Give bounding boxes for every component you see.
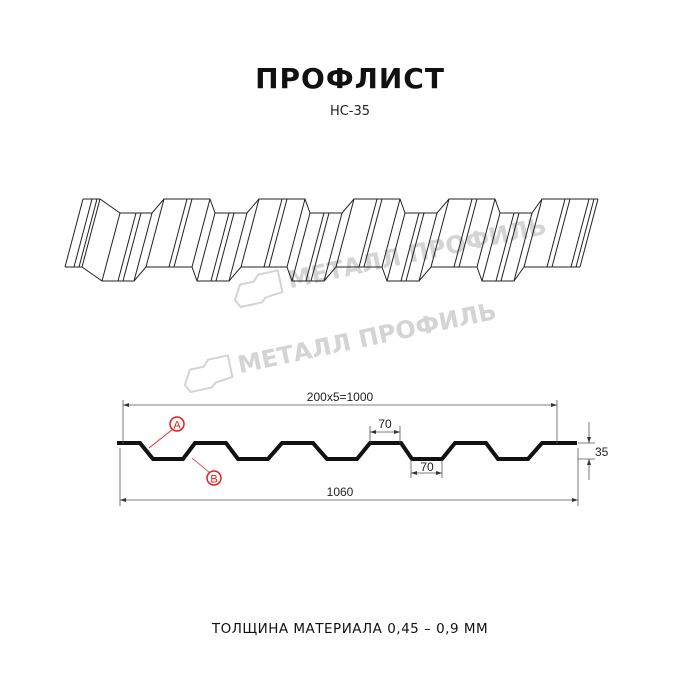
sheet-rib-line — [210, 212, 230, 282]
sheet-fold-line — [481, 212, 501, 282]
marker-a: A — [148, 416, 185, 449]
section-profile-line — [117, 441, 577, 461]
dim-label-1000: 200х5=1000 — [307, 390, 374, 404]
page-title: ПРОФЛИСТ — [255, 62, 445, 95]
dim-label-height: 35 — [595, 445, 609, 459]
sheet-rib-line — [78, 198, 98, 268]
sheet-fold-line — [418, 212, 438, 282]
sheet-fold-line — [286, 198, 306, 268]
watermark-text: МЕТАЛЛ ПРОФИЛЬ — [235, 297, 499, 379]
sheet-rib-line — [400, 212, 420, 282]
sheet-rib-line — [546, 198, 566, 268]
sheet-fold-line — [191, 198, 211, 268]
sheet-rib-line — [168, 198, 188, 268]
sheet-fold-line — [386, 212, 406, 282]
sheet-fold-line — [335, 198, 355, 268]
sheet-rib-line — [310, 212, 330, 282]
sheet-rib-line — [173, 198, 193, 268]
marker-a-label: A — [173, 420, 181, 432]
isometric-sheet-view — [64, 198, 599, 282]
sheet-rib-line — [500, 212, 520, 282]
sheet-fold-line — [513, 212, 533, 282]
sheet-fold-line — [381, 198, 401, 268]
marker-b-label: B — [210, 474, 217, 486]
sheet-rib-line — [358, 198, 378, 268]
sheet-fold-line — [101, 212, 121, 282]
sheet-back-edge — [83, 198, 598, 214]
sheet-rib-line — [268, 198, 288, 268]
dim-label-bottom-flat: 70 — [420, 460, 434, 474]
dim-label-top-flat: 70 — [378, 417, 392, 431]
sheet-fold-line — [291, 212, 311, 282]
sheet-fold-line — [579, 198, 599, 268]
sheet-fold-line — [196, 212, 216, 282]
sheet-rib-line — [73, 198, 93, 268]
sheet-fold-line — [145, 198, 165, 268]
sheet-fold-line — [240, 198, 260, 268]
watermark-logo-icon — [233, 269, 284, 309]
sheet-fold-line — [64, 198, 84, 268]
model-code: НС-35 — [329, 104, 371, 119]
sheet-rib-line — [305, 212, 325, 282]
material-thickness-note: ТОЛЩИНА МАТЕРИАЛА 0,45 – 0,9 ММ — [211, 621, 489, 637]
sheet-rib-line — [575, 198, 595, 268]
sheet-rib-line — [495, 212, 515, 282]
sheet-fold-line — [430, 198, 450, 268]
sheet-rib-line — [117, 212, 137, 282]
sheet-rib-line — [453, 198, 473, 268]
watermark-bottom: МЕТАЛЛ ПРОФИЛЬ — [183, 297, 499, 394]
sheet-front-edge — [65, 266, 580, 282]
sheet-fold-line — [323, 212, 343, 282]
sheet-rib-line — [551, 198, 571, 268]
sheet-fold-line — [476, 198, 496, 268]
sheet-rib-line — [363, 198, 383, 268]
sheet-fold-line — [133, 212, 153, 282]
dim-label-1060: 1060 — [327, 485, 354, 499]
watermark-text: МЕТАЛЛ ПРОФИЛЬ — [285, 212, 549, 294]
cross-section: 200х5=1000 70 70 35 1060 A B — [117, 390, 609, 506]
marker-b: B — [191, 457, 222, 486]
sheet-fold-line — [523, 198, 543, 268]
sheet-fold-line — [81, 198, 101, 268]
watermark-logo-icon — [183, 354, 234, 394]
sheet-rib-line — [458, 198, 478, 268]
sheet-rib-line — [405, 212, 425, 282]
sheet-rib-line — [263, 198, 283, 268]
dim-arrowheads — [120, 403, 591, 502]
sheet-rib-line — [122, 212, 142, 282]
sheet-fold-line — [228, 212, 248, 282]
sheet-rib-line — [570, 198, 590, 268]
sheet-rib-line — [215, 212, 235, 282]
